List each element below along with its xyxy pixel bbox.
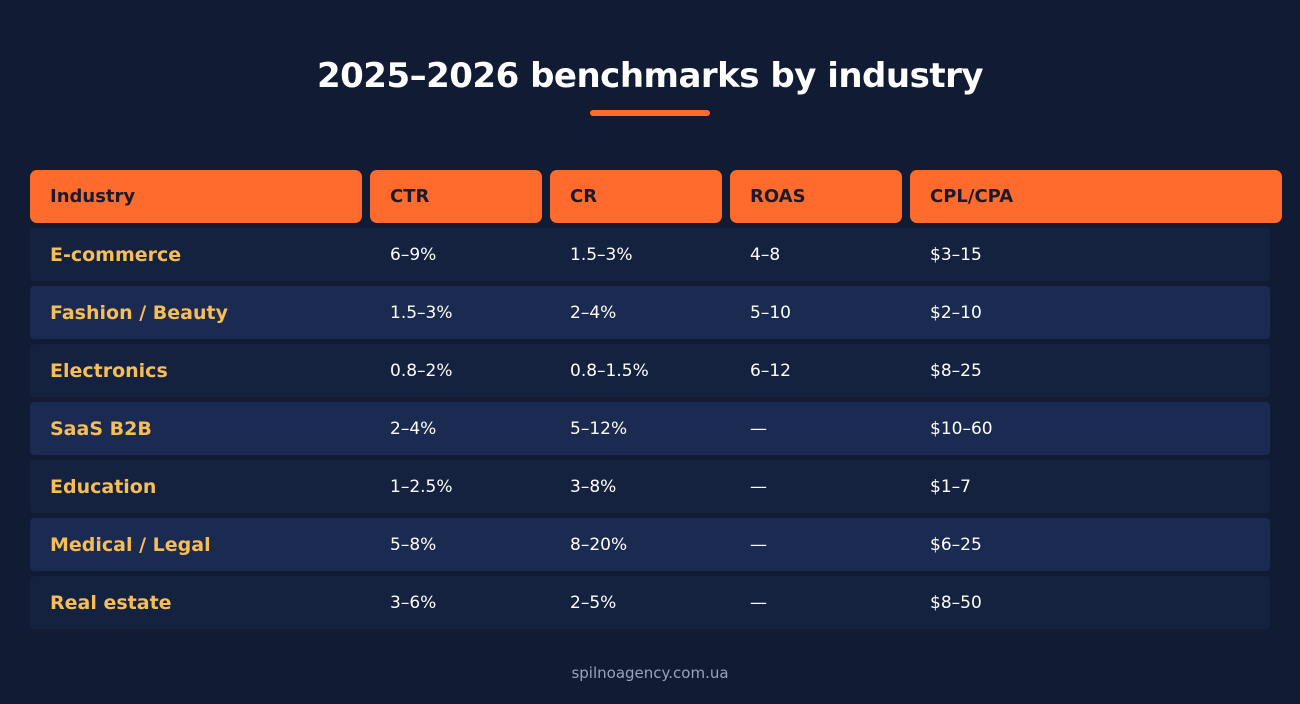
industry-cell: Medical / Legal bbox=[50, 533, 211, 556]
table-row: Real estate 3–6% 2–5% — $8–50 bbox=[30, 576, 1270, 629]
industry-cell: Fashion / Beauty bbox=[50, 301, 228, 324]
roas-cell: — bbox=[750, 592, 767, 613]
cpl-cpa-cell: $1–7 bbox=[930, 476, 971, 497]
table-row: E-commerce 6–9% 1.5–3% 4–8 $3–15 bbox=[30, 228, 1270, 281]
table-row: SaaS B2B 2–4% 5–12% — $10–60 bbox=[30, 402, 1270, 455]
table-row: Medical / Legal 5–8% 8–20% — $6–25 bbox=[30, 518, 1270, 571]
footer-source: spilnoagency.com.ua bbox=[571, 664, 729, 682]
cr-cell: 5–12% bbox=[570, 418, 628, 439]
title-underline bbox=[590, 110, 710, 116]
ctr-cell: 1.5–3% bbox=[390, 302, 453, 323]
table-body: E-commerce 6–9% 1.5–3% 4–8 $3–15 Fashion / Be… bbox=[30, 228, 1282, 629]
column-header-cpl-cpa: CPL/CPA bbox=[910, 170, 1282, 223]
column-header-industry: Industry bbox=[30, 170, 362, 223]
cpl-cpa-cell: $2–10 bbox=[930, 302, 982, 323]
page-title: 2025–2026 benchmarks by industry bbox=[316, 56, 984, 96]
cpl-cpa-cell: $8–50 bbox=[930, 592, 982, 613]
cpl-cpa-cell: $3–15 bbox=[930, 244, 982, 265]
roas-cell: — bbox=[750, 476, 767, 497]
ctr-cell: 0.8–2% bbox=[390, 360, 453, 381]
industry-cell: E-commerce bbox=[50, 243, 182, 266]
industry-cell: Real estate bbox=[50, 591, 172, 614]
cr-cell: 8–20% bbox=[570, 534, 628, 555]
cr-cell: 2–5% bbox=[570, 592, 617, 613]
ctr-cell: 6–9% bbox=[390, 244, 437, 265]
cr-cell: 1.5–3% bbox=[570, 244, 633, 265]
table-header-row: Industry CTR CR ROAS CPL/CPA bbox=[30, 170, 1282, 223]
cpl-cpa-cell: $8–25 bbox=[930, 360, 982, 381]
benchmark-table: Industry CTR CR ROAS CPL/CPA E-commerce 6… bbox=[30, 170, 1282, 634]
roas-cell: — bbox=[750, 418, 767, 439]
ctr-cell: 5–8% bbox=[390, 534, 437, 555]
cpl-cpa-cell: $10–60 bbox=[930, 418, 993, 439]
table-row: Fashion / Beauty 1.5–3% 2–4% 5–10 $2–10 bbox=[30, 286, 1270, 339]
roas-cell: — bbox=[750, 534, 767, 555]
roas-cell: 5–10 bbox=[750, 302, 791, 323]
ctr-cell: 1–2.5% bbox=[390, 476, 453, 497]
cr-cell: 3–8% bbox=[570, 476, 617, 497]
industry-cell: Education bbox=[50, 475, 157, 498]
table-row: Electronics 0.8–2% 0.8–1.5% 6–12 $8–25 bbox=[30, 344, 1270, 397]
ctr-cell: 2–4% bbox=[390, 418, 437, 439]
roas-cell: 6–12 bbox=[750, 360, 791, 381]
ctr-cell: 3–6% bbox=[390, 592, 437, 613]
column-header-roas: ROAS bbox=[730, 170, 902, 223]
industry-cell: SaaS B2B bbox=[50, 417, 152, 440]
table-row: Education 1–2.5% 3–8% — $1–7 bbox=[30, 460, 1270, 513]
cr-cell: 2–4% bbox=[570, 302, 617, 323]
column-header-cr: CR bbox=[550, 170, 722, 223]
column-header-ctr: CTR bbox=[370, 170, 542, 223]
industry-cell: Electronics bbox=[50, 359, 168, 382]
cr-cell: 0.8–1.5% bbox=[570, 360, 649, 381]
cpl-cpa-cell: $6–25 bbox=[930, 534, 982, 555]
roas-cell: 4–8 bbox=[750, 244, 781, 265]
